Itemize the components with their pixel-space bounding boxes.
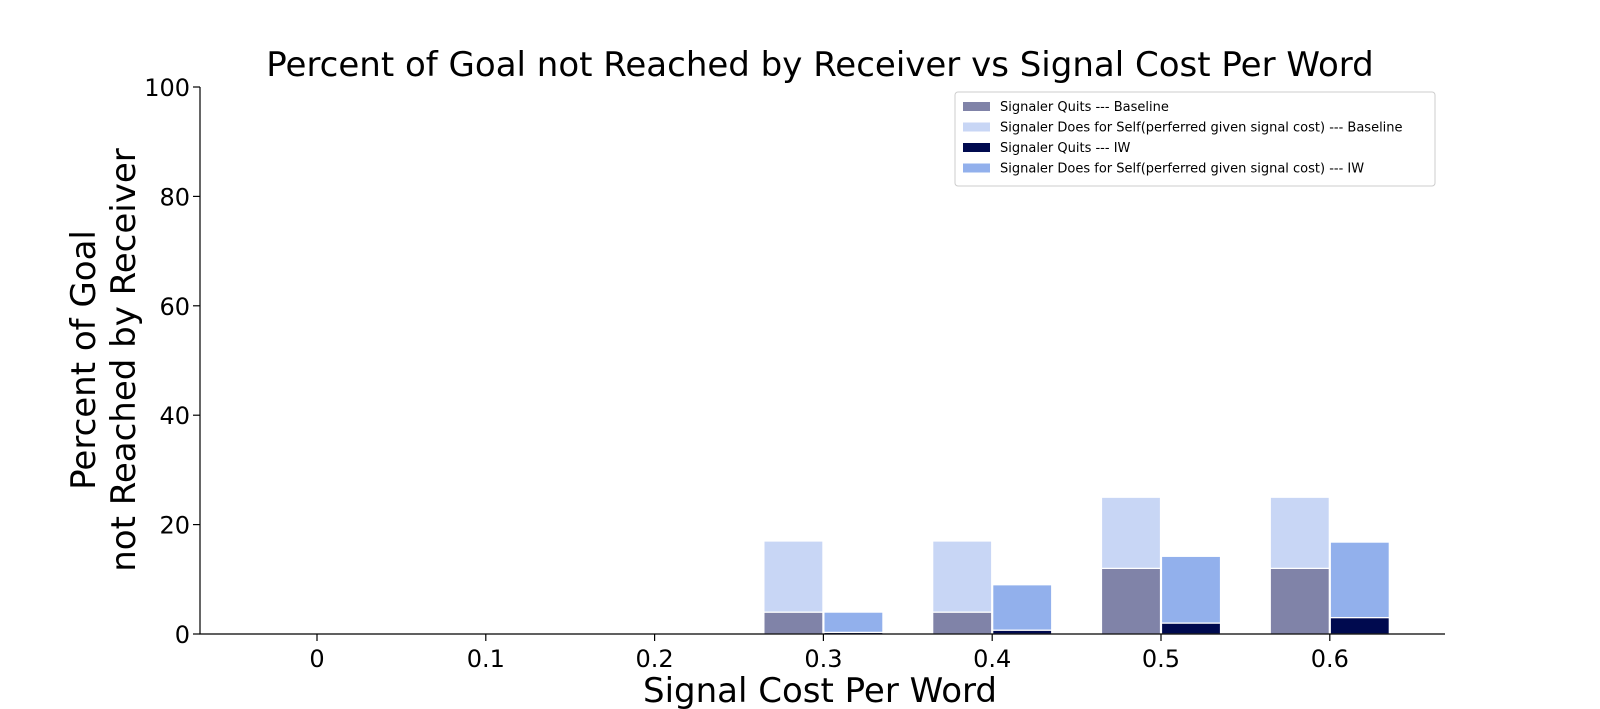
x-ticks: 0 0.1 0.2 0.3 0.4 0.5 0.6 (309, 634, 1349, 673)
bar-baseline-0-0_4 (932, 611, 993, 635)
x-tick-label: 0.5 (1142, 645, 1180, 673)
chart-title: Percent of Goal not Reached by Receiver … (266, 45, 1374, 85)
x-tick-label: 0.1 (467, 645, 505, 673)
bar-baseline-0-0_6 (1269, 567, 1330, 635)
legend-frame (954, 91, 1436, 187)
bar-baseline-1-0_6 (1269, 496, 1330, 569)
y-tick-label: 40 (159, 402, 190, 430)
bar-baseline-1-0_4 (932, 540, 993, 613)
bar-iw-1-0_4 (992, 584, 1053, 631)
x-tick-label: 0.6 (1311, 645, 1349, 673)
bar-iw-1-0_3 (823, 611, 884, 633)
legend-swatch (963, 122, 990, 132)
legend-swatch (963, 102, 990, 111)
legend-entry-label: Signaler Quits --- Baseline (1000, 100, 1169, 115)
x-tick-label: 0.4 (973, 645, 1011, 673)
x-axis-label: Signal Cost Per Word (643, 671, 997, 709)
legend-entry-label: Signaler Quits --- IW (1000, 141, 1131, 156)
bar-iw-0-0_5 (1160, 622, 1222, 635)
bar-baseline-0-0_5 (1100, 567, 1162, 635)
bar-iw-1-0_5 (1160, 555, 1222, 624)
y-ticks: 0 20 40 60 80 100 (144, 74, 200, 649)
y-tick-label: 20 (159, 512, 190, 540)
y-tick-label: 100 (144, 74, 190, 102)
legend-swatch (963, 143, 990, 152)
legend-entry-label: Signaler Does for Self(perferred given s… (1000, 162, 1364, 177)
legend-swatch (963, 163, 990, 173)
x-tick-label: 0.2 (636, 645, 674, 673)
y-tick-label: 80 (159, 183, 190, 211)
bar-baseline-1-0_5 (1100, 496, 1162, 569)
y-tick-label: 60 (159, 293, 190, 321)
bar-iw-0-0_6 (1329, 616, 1390, 635)
bar-baseline-1-0_3 (763, 540, 824, 613)
y-tick-label: 0 (175, 621, 190, 649)
y-axis-label: Percent of Goal not Reached by Receiver (64, 148, 144, 572)
bar-iw-1-0_6 (1329, 541, 1390, 619)
bars (763, 496, 1390, 635)
axes (199, 87, 1445, 635)
y-axis-label-line-1: Percent of Goal (64, 230, 104, 490)
bar-baseline-0-0_3 (763, 611, 824, 635)
x-tick-label: 0.3 (804, 645, 842, 673)
x-tick-label: 0 (309, 645, 324, 673)
legend-entry-label: Signaler Does for Self(perferred given s… (1000, 121, 1403, 136)
legend: Signaler Quits --- Baseline Signaler Does… (954, 91, 1436, 187)
y-axis-label-line-2: not Reached by Receiver (104, 148, 144, 572)
